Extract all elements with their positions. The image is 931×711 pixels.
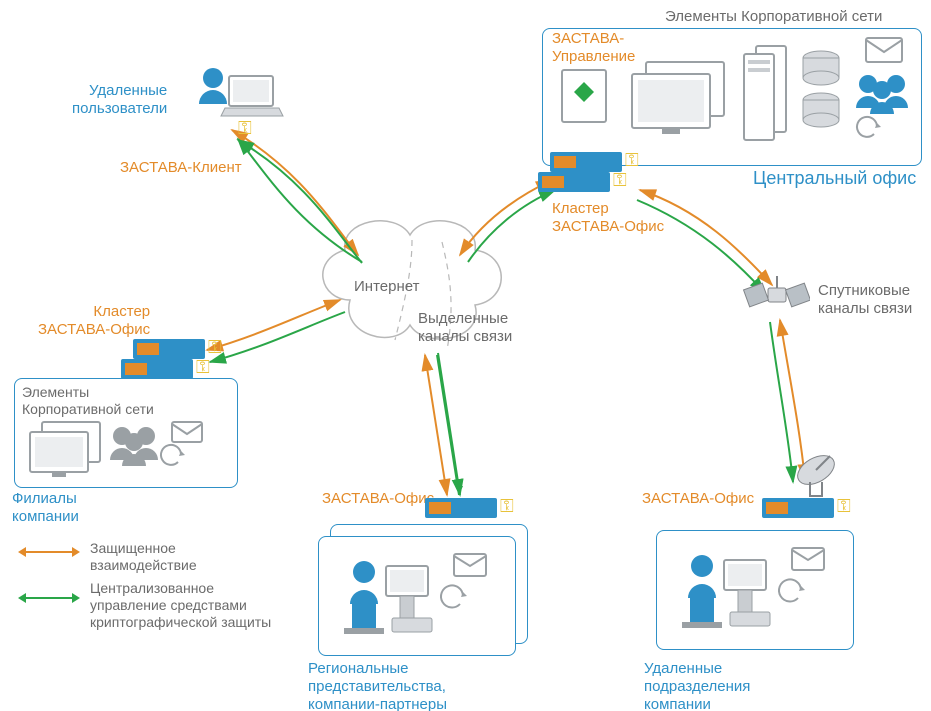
zastava-mgmt-label: ЗАСТАВА- Управление [552,30,635,66]
zastava-office-right-label: ЗАСТАВА-Офис [642,490,754,508]
legend-arrow-icon [18,547,26,557]
mgmt-server-icon [558,66,610,130]
legend-arrow-icon [72,593,80,603]
internet-label: Интернет [354,278,419,296]
remote-users-label: Удаленные пользователи [72,82,167,118]
regional-label: Региональные представительства, компании… [308,660,447,711]
firewall-icon [550,152,622,172]
cluster-right-label: Кластер ЗАСТАВА-Офис [552,200,664,236]
legend-arrow-icon [18,593,26,603]
legend-green-label: Централизованное управление средствами к… [90,580,271,630]
remote-div-label: Удаленные подразделения компании [644,660,750,711]
key-icon: ⚿ [625,150,639,171]
dedicated-label: Выделенные каналы связи [418,310,512,346]
legend-orange-label: Защищенное взаимодействие [90,540,197,574]
key-icon: ⚿ [208,337,222,358]
branches-label: Филиалы компании [12,490,79,526]
satellite-label: Спутниковые каналы связи [818,282,912,318]
db-icon [800,48,842,136]
central-office-label: Центральный офис [753,168,916,190]
zastava-client-label: ЗАСТАВА-Клиент [120,159,242,177]
cluster-left-label: Кластер ЗАСТАВА-Офис [38,303,150,339]
corp-elements-top-label: Элементы Корпоративной сети [665,8,882,26]
firewall-icon [538,172,610,192]
server-towers-icon [740,42,796,142]
key-icon: ⚿ [238,118,252,139]
firewall-icon [425,498,497,518]
firewall-icon [121,359,193,379]
key-icon: ⚿ [500,496,514,517]
key-icon: ⚿ [613,170,627,191]
firewall-icon [133,339,205,359]
branches-inner-icons [26,420,226,482]
corp-elements-left-label: Элементы Корпоративной сети [22,384,154,418]
legend-arrow-icon [72,547,80,557]
dish-antenna-icon [790,446,846,502]
legend-green-line [24,597,72,599]
network-diagram: { "diagram": { "type": "network", "width… [0,0,931,711]
mail-people-sync-icon [850,34,920,144]
remote-div-inner-icons [668,542,848,642]
monitors-icon [628,58,738,138]
satellite-icon [740,268,810,324]
zastava-office-mid-label: ЗАСТАВА-Офис [322,490,434,508]
key-icon: ⚿ [196,357,210,378]
regional-inner-icons [330,548,510,648]
legend-orange-line [24,551,72,553]
